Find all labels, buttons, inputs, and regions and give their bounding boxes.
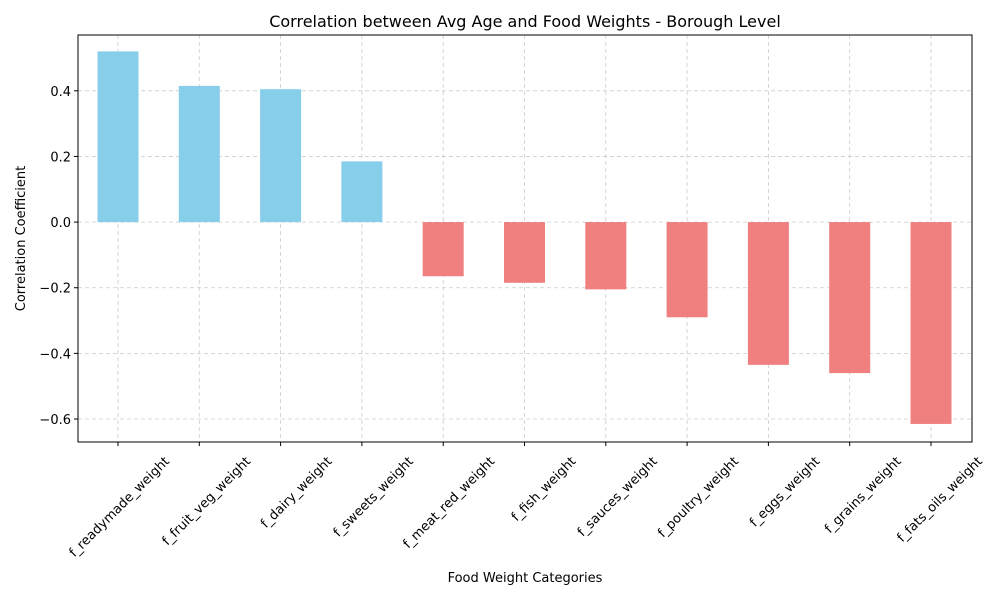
y-axis-label: Correlation Coefficient — [14, 166, 29, 312]
bar-f_grains_weight — [829, 222, 871, 374]
x-tick-label: f_meat_red_weight — [400, 454, 498, 552]
x-axis-label: Food Weight Categories — [448, 571, 603, 586]
x-tick-label: f_fish_weight — [509, 454, 579, 524]
x-tick-label: f_sweets_weight — [331, 454, 417, 540]
bar-f_readymade_weight — [97, 51, 139, 223]
y-tick-label: −0.6 — [39, 413, 71, 428]
y-tick-label: −0.2 — [39, 282, 71, 297]
x-tick-label: f_sauces_weight — [575, 454, 661, 540]
bars-layer — [97, 51, 952, 424]
bar-f_sweets_weight — [341, 161, 383, 223]
y-axis: −0.6 −0.4 −0.2 0.0 0.2 0.4 — [39, 85, 78, 428]
y-tick-label: 0.4 — [50, 85, 71, 100]
y-tick-label: −0.4 — [39, 347, 71, 362]
x-tick-label: f_readymade_weight — [67, 454, 173, 560]
y-tick-label: 0.0 — [50, 216, 71, 231]
x-tick-label: f_fats_oils_weight — [894, 454, 985, 545]
chart-title: Correlation between Avg Age and Food Wei… — [269, 12, 781, 31]
x-tick-label: f_grains_weight — [822, 454, 904, 536]
y-tick-label: 0.2 — [50, 150, 71, 165]
bar-f_fruit_veg_weight — [178, 85, 220, 223]
x-tick-label: f_eggs_weight — [747, 454, 823, 530]
bar-f_fats_oils_weight — [910, 222, 952, 424]
bar-f_eggs_weight — [747, 222, 789, 365]
x-tick-label: f_poultry_weight — [655, 454, 742, 541]
bar-f_poultry_weight — [666, 222, 708, 318]
x-tick-label: f_fruit_veg_weight — [160, 454, 255, 549]
bar-f_fish_weight — [504, 222, 545, 283]
bar-f_meat_red_weight — [422, 222, 464, 277]
x-tick-label: f_dairy_weight — [258, 454, 335, 531]
bar-f_dairy_weight — [260, 89, 302, 223]
bar-f_sauces_weight — [585, 222, 627, 290]
